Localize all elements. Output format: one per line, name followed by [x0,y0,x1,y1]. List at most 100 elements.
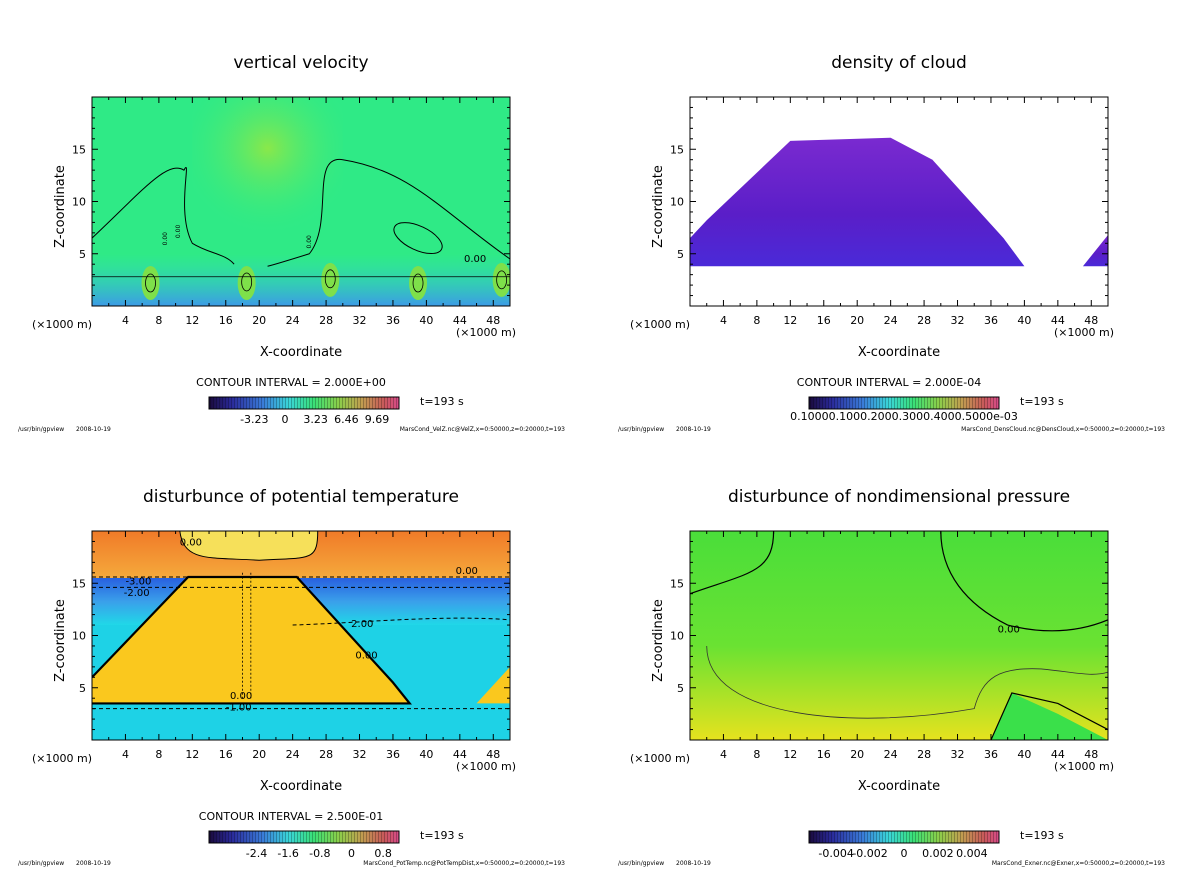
x-tick-label: 44 [1051,748,1065,761]
source-label: MarsCond_PotTemp.nc@PotTempDist,x=0:5000… [363,860,565,867]
x-tick-label: 24 [884,748,898,761]
contour-interval-label: CONTOUR INTERVAL = 2.000E+00 [196,376,386,389]
x-tick-label: 20 [252,748,266,761]
x-tick-label: 28 [319,314,333,327]
y-tick-label: 10 [72,630,86,643]
colorbar-tick-label: 0 [901,847,908,860]
y-axis-label: Z-coordinate [651,165,666,248]
x-tick-label: 24 [884,314,898,327]
x-unit-label: (×1000 m) [1054,326,1114,339]
colorbar-tick-label: 0 [348,847,355,860]
footer-date: 2008-10-19 [676,426,711,433]
x-unit-label: (×1000 m) [456,760,516,773]
colorbar: -3.23 0 3.23 6.46 9.69 [208,396,400,426]
x-tick-label: 8 [753,314,760,327]
contour-line [292,617,510,626]
time-label: t=193 s [1020,829,1064,842]
footer-date: 2008-10-19 [676,860,711,867]
y-tick-label: 5 [79,682,86,695]
contour-label: 0.00 [162,232,169,246]
colorbar-tick-label: -3.23 [240,413,268,426]
contour-label: 0.00 [175,225,182,239]
contour-label: -2.00 [124,588,150,599]
x-tick-label: 44 [453,314,467,327]
contour-line [241,272,253,292]
contour-line [324,269,336,289]
colorbar-tick-label: -0.002 [852,847,887,860]
x-tick-label: 12 [185,748,199,761]
x-unit-label: (×1000 m) [32,318,92,331]
x-tick-label: 8 [753,748,760,761]
footer-path: /usr/bin/gpview [18,860,64,867]
x-tick-label: 40 [419,748,433,761]
contour-label: 0.00 [230,691,252,702]
updraft-cell [409,266,428,301]
source-label: MarsCond_DensCloud.nc@DensCloud,x=0:5000… [961,426,1165,433]
contour-line [242,572,252,699]
contour-label: 0.00 [306,235,313,249]
x-tick-label: 48 [1084,748,1098,761]
x-tick-label: 36 [386,748,400,761]
y-axis-label: Z-coordinate [53,599,68,682]
chart-panel-4: disturbunce of nondimensional pressure 0.… [618,487,1165,867]
x-tick-label: 32 [353,748,367,761]
x-tick-label: 12 [185,314,199,327]
x-tick-label: 24 [286,748,300,761]
x-tick-label: 40 [1017,748,1031,761]
x-unit-label: (×1000 m) [32,752,92,765]
colorbar-tick-label: 0.8 [374,847,392,860]
warm-plume [179,531,318,561]
x-tick-label: 16 [219,748,233,761]
cloud-region [690,137,1025,267]
time-label: t=193 s [420,829,464,842]
y-tick-label: 15 [72,143,86,156]
footer-date: 2008-10-19 [76,860,111,867]
colorbar-tick-label: 0 [282,413,289,426]
x-axis-label: X-coordinate [260,779,342,794]
x-axis-label: X-coordinate [858,345,940,360]
plot-field: 0.000.00-3.00-2.002.000.000.00-1.00 [92,531,510,740]
y-tick-label: 5 [677,248,684,261]
contour-line [92,575,412,705]
x-tick-label: 28 [917,748,931,761]
updraft-cell [321,262,340,297]
y-tick-label: 10 [670,196,684,209]
contour-label: 0.00 [180,538,202,549]
contour-line [267,159,510,267]
pressure-region [990,692,1108,740]
x-axis-label: X-coordinate [858,779,940,794]
contour-label: -1.00 [226,703,252,714]
footer-path: /usr/bin/gpview [618,426,664,433]
x-tick-label: 4 [720,748,727,761]
y-tick-label: 10 [670,630,684,643]
contour-label: 2.00 [351,619,373,630]
x-tick-label: 20 [252,314,266,327]
x-tick-label: 20 [850,314,864,327]
y-tick-label: 15 [72,577,86,590]
colorbar-tick-label: 3.23 [303,413,328,426]
footer-date: 2008-10-19 [76,426,111,433]
time-label: t=193 s [1020,395,1064,408]
y-tick-label: 5 [79,248,86,261]
colorbar-tick-label: 6.46 [334,413,359,426]
plot-field: 0.00 0.00 0.00 0.00 [92,97,510,306]
plot-field: 0.00 [690,531,1108,740]
x-tick-label: 8 [155,748,162,761]
x-tick-label: 4 [720,314,727,327]
x-tick-label: 48 [1084,314,1098,327]
colorbar-tick-label: 0.002 [922,847,954,860]
contour-label: -3.00 [125,576,151,587]
x-tick-label: 36 [386,314,400,327]
x-tick-label: 36 [984,314,998,327]
contour-line [145,273,156,293]
updraft-cell [492,262,510,297]
contour-label: 0.00 [456,566,478,577]
x-tick-label: 40 [1017,314,1031,327]
y-axis-label: Z-coordinate [53,165,68,248]
contour-line [690,531,775,595]
colorbar: -2.4 -1.6 -0.8 0 0.8 [208,830,400,860]
footer-path: /usr/bin/gpview [618,860,664,867]
x-tick-label: 32 [353,314,367,327]
x-unit-label: (×1000 m) [1054,760,1114,773]
